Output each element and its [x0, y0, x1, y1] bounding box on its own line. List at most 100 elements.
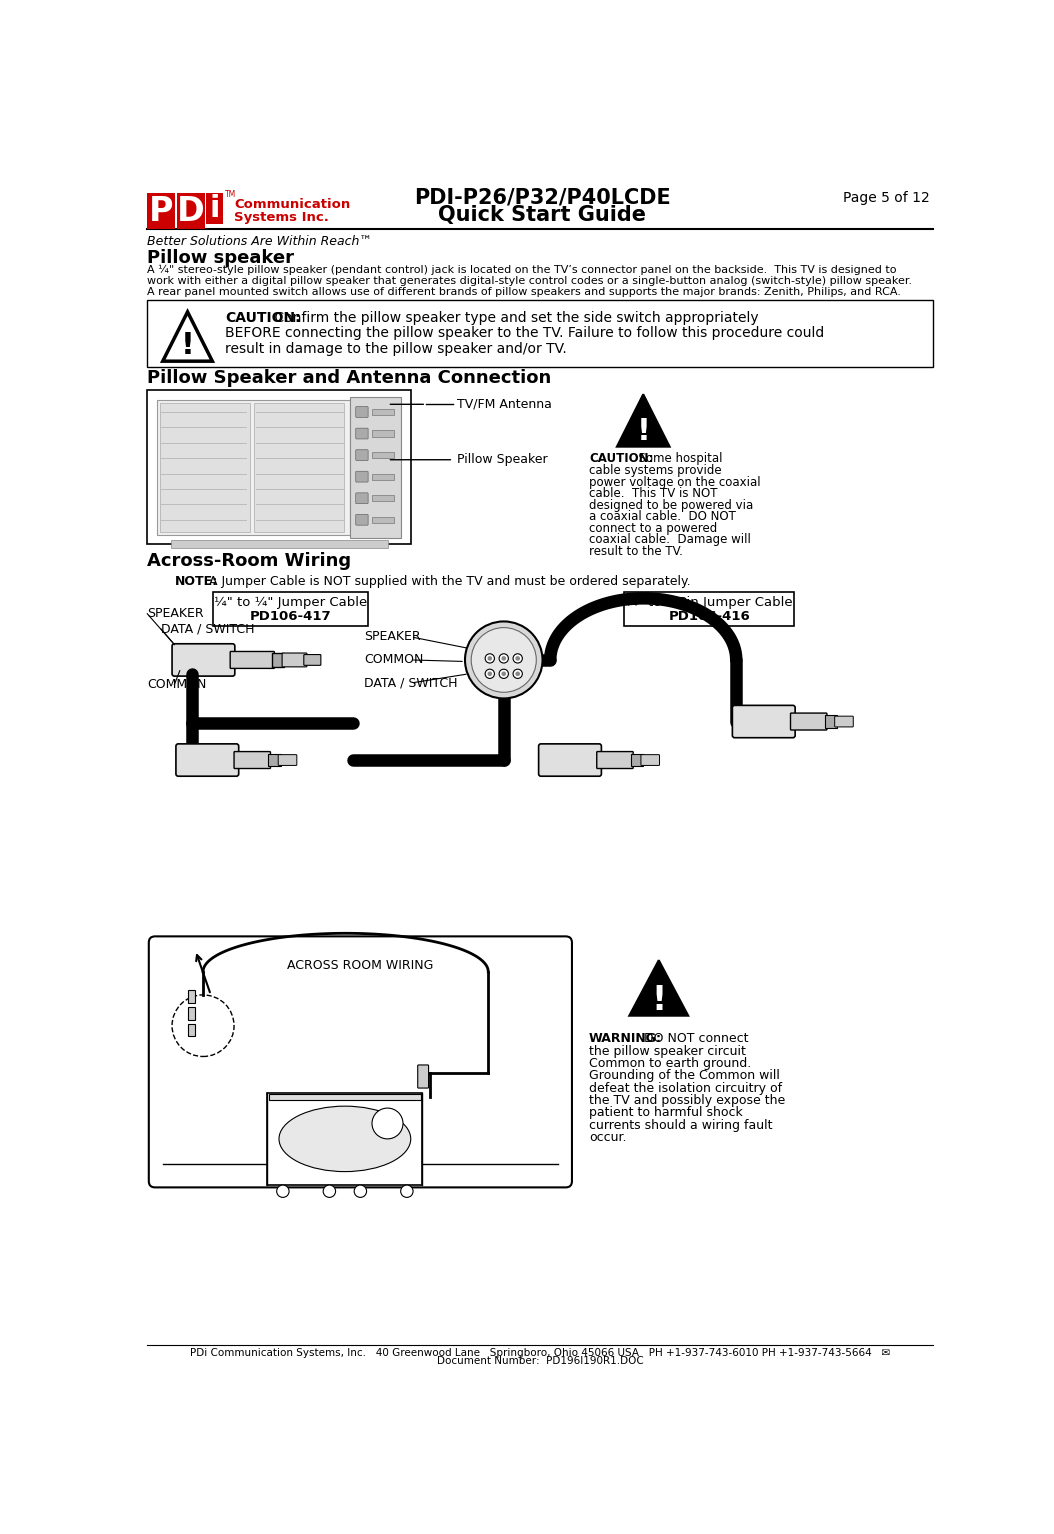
- Text: Across-Room Wiring: Across-Room Wiring: [148, 552, 351, 571]
- Circle shape: [502, 672, 506, 676]
- Text: Quick Start Guide: Quick Start Guide: [438, 206, 646, 225]
- Text: A ¼" stereo-style pillow speaker (pendant control) jack is located on the TV’s c: A ¼" stereo-style pillow speaker (pendan…: [148, 265, 897, 276]
- FancyBboxPatch shape: [350, 397, 402, 538]
- Text: DATA / SWITCH: DATA / SWITCH: [161, 623, 255, 635]
- FancyBboxPatch shape: [268, 753, 280, 765]
- FancyBboxPatch shape: [278, 755, 297, 765]
- FancyBboxPatch shape: [597, 752, 633, 769]
- Circle shape: [502, 657, 506, 661]
- Ellipse shape: [279, 1106, 411, 1172]
- FancyBboxPatch shape: [631, 753, 643, 765]
- FancyBboxPatch shape: [372, 431, 394, 437]
- FancyBboxPatch shape: [304, 655, 320, 666]
- FancyBboxPatch shape: [356, 514, 368, 525]
- FancyBboxPatch shape: [356, 449, 368, 460]
- Text: Confirm the pillow speaker type and set the side switch appropriately: Confirm the pillow speaker type and set …: [270, 311, 758, 325]
- Text: Pillow speaker: Pillow speaker: [148, 249, 294, 267]
- Text: D: D: [177, 195, 204, 227]
- Text: Document Number:  PD196I190R1.DOC: Document Number: PD196I190R1.DOC: [436, 1356, 644, 1367]
- FancyBboxPatch shape: [149, 936, 572, 1187]
- Text: the pillow speaker circuit: the pillow speaker circuit: [589, 1045, 746, 1057]
- Text: the TV and possibly expose the: the TV and possibly expose the: [589, 1094, 785, 1108]
- Text: P: P: [149, 195, 174, 227]
- Text: COMMON: COMMON: [365, 653, 424, 666]
- FancyBboxPatch shape: [372, 495, 394, 502]
- FancyBboxPatch shape: [372, 453, 394, 459]
- Text: Some hospital: Some hospital: [631, 451, 722, 465]
- Text: work with either a digital pillow speaker that generates digital-style control c: work with either a digital pillow speake…: [148, 276, 913, 287]
- FancyBboxPatch shape: [188, 1008, 195, 1020]
- Text: WARNING:: WARNING:: [589, 1032, 662, 1045]
- Circle shape: [515, 672, 520, 676]
- Text: result in damage to the pillow speaker and/or TV.: result in damage to the pillow speaker a…: [225, 342, 566, 356]
- FancyBboxPatch shape: [641, 755, 660, 765]
- Text: a coaxial cable.  DO NOT: a coaxial cable. DO NOT: [589, 511, 736, 523]
- Text: SPEAKER: SPEAKER: [148, 607, 203, 620]
- Circle shape: [465, 621, 543, 698]
- Text: ACROSS ROOM WIRING: ACROSS ROOM WIRING: [287, 959, 433, 973]
- Text: CAUTION:: CAUTION:: [589, 451, 653, 465]
- FancyBboxPatch shape: [417, 1065, 429, 1088]
- FancyBboxPatch shape: [188, 1025, 195, 1037]
- Text: coaxial cable.  Damage will: coaxial cable. Damage will: [589, 534, 750, 546]
- Text: PDI-P26/P32/P40LCDE: PDI-P26/P32/P40LCDE: [414, 189, 671, 209]
- FancyBboxPatch shape: [835, 716, 854, 727]
- Circle shape: [401, 1186, 413, 1198]
- FancyBboxPatch shape: [372, 410, 394, 416]
- Text: PD106-416: PD106-416: [668, 611, 750, 623]
- Text: TV/FM Antenna: TV/FM Antenna: [457, 397, 552, 411]
- Text: currents should a wiring fault: currents should a wiring fault: [589, 1118, 773, 1132]
- Text: !: !: [180, 331, 195, 360]
- FancyBboxPatch shape: [733, 706, 795, 738]
- Circle shape: [487, 657, 492, 661]
- FancyBboxPatch shape: [282, 653, 307, 667]
- Text: COMMON: COMMON: [148, 678, 207, 692]
- Circle shape: [372, 1108, 403, 1138]
- Polygon shape: [629, 960, 688, 1016]
- FancyBboxPatch shape: [148, 391, 411, 545]
- Circle shape: [485, 653, 494, 663]
- FancyBboxPatch shape: [356, 471, 368, 482]
- FancyBboxPatch shape: [272, 653, 285, 667]
- Text: i: i: [210, 195, 220, 224]
- FancyBboxPatch shape: [234, 752, 271, 769]
- FancyBboxPatch shape: [148, 299, 933, 367]
- Text: defeat the isolation circuitry of: defeat the isolation circuitry of: [589, 1081, 782, 1095]
- Text: Page 5 of 12: Page 5 of 12: [843, 190, 930, 206]
- Polygon shape: [617, 394, 669, 446]
- Text: NOTE:: NOTE:: [174, 575, 217, 588]
- FancyBboxPatch shape: [171, 540, 388, 548]
- Circle shape: [513, 669, 523, 678]
- FancyBboxPatch shape: [356, 407, 368, 417]
- FancyBboxPatch shape: [172, 644, 235, 676]
- Polygon shape: [162, 311, 212, 360]
- FancyBboxPatch shape: [176, 744, 238, 776]
- Text: CAUTION:: CAUTION:: [225, 311, 300, 325]
- Text: occur.: occur.: [589, 1131, 626, 1144]
- Circle shape: [354, 1186, 367, 1198]
- FancyBboxPatch shape: [269, 1094, 421, 1100]
- FancyBboxPatch shape: [624, 592, 795, 626]
- Circle shape: [500, 669, 508, 678]
- Text: connect to a powered: connect to a powered: [589, 522, 718, 535]
- FancyBboxPatch shape: [213, 592, 368, 626]
- FancyBboxPatch shape: [539, 744, 602, 776]
- Text: Pillow Speaker and Antenna Connection: Pillow Speaker and Antenna Connection: [148, 370, 551, 387]
- Circle shape: [471, 627, 536, 692]
- Text: DO NOT connect: DO NOT connect: [636, 1032, 748, 1045]
- Text: PD106-417: PD106-417: [250, 611, 331, 623]
- Text: SPEAKER: SPEAKER: [365, 630, 421, 643]
- FancyBboxPatch shape: [268, 1092, 423, 1186]
- Text: designed to be powered via: designed to be powered via: [589, 499, 754, 512]
- FancyBboxPatch shape: [356, 428, 368, 439]
- Text: cable systems provide: cable systems provide: [589, 463, 722, 477]
- Circle shape: [500, 653, 508, 663]
- Circle shape: [515, 657, 520, 661]
- FancyBboxPatch shape: [790, 713, 827, 730]
- FancyBboxPatch shape: [177, 193, 204, 229]
- Circle shape: [485, 669, 494, 678]
- Text: DATA / SWITCH: DATA / SWITCH: [365, 676, 457, 690]
- Circle shape: [324, 1186, 335, 1198]
- Text: !: !: [651, 983, 666, 1017]
- Text: result to the TV.: result to the TV.: [589, 545, 683, 558]
